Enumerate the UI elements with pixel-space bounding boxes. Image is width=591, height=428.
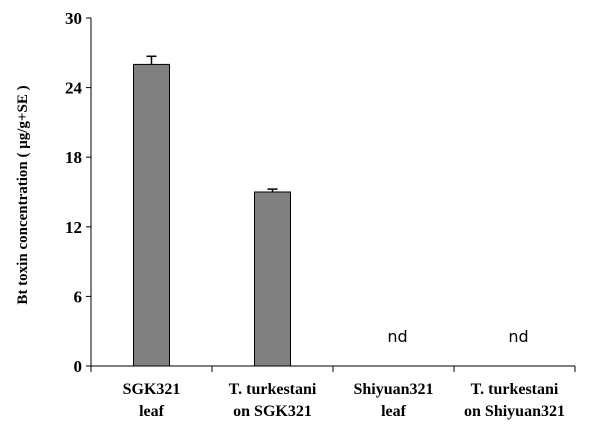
y-tick-label: 24	[65, 79, 83, 98]
x-tick-label: on SGK321	[233, 403, 312, 420]
y-axis-label: Bt toxin concentration ( μg/g+SE )	[15, 85, 31, 304]
x-tick-label: Shiyuan321	[353, 381, 433, 398]
y-tick-label: 6	[74, 287, 83, 306]
category-labels: SGK321 leaf T. turkestani on SGK321 Shiyuan3…	[123, 381, 565, 420]
y-tick-label: 30	[65, 9, 82, 28]
bars: nd nd	[133, 55, 529, 367]
y-axis: 0 6 12 18 24 30	[65, 9, 92, 376]
not-detected-label: nd	[508, 327, 528, 346]
bar	[133, 63, 170, 367]
y-tick-label: 12	[65, 218, 82, 237]
x-tick-label: T. turkestani	[229, 381, 317, 398]
x-tick-label: SGK321	[123, 381, 181, 398]
not-detected-label: nd	[387, 327, 407, 346]
x-tick-label: on Shiyuan321	[464, 403, 565, 420]
x-tick-label: T. turkestani	[471, 381, 559, 398]
bar	[254, 191, 291, 367]
x-tick-label: leaf	[381, 403, 407, 420]
x-tick-label: leaf	[139, 403, 165, 420]
y-tick-label: 18	[65, 148, 82, 167]
y-tick-label: 0	[74, 357, 83, 376]
x-axis	[90, 365, 576, 372]
